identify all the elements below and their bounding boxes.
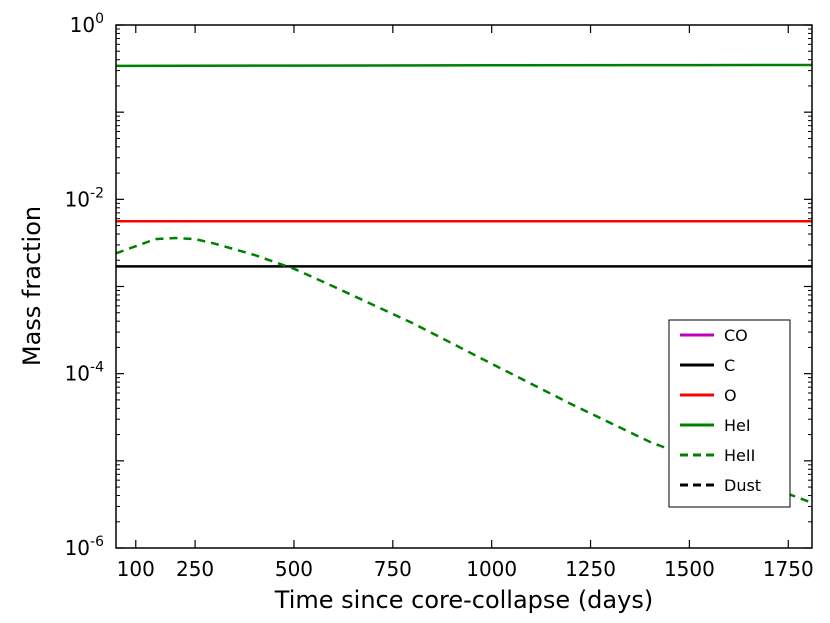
x-axis-label: Time since core-collapse (days) [274, 586, 653, 614]
x-tick-label: 1500 [664, 557, 715, 581]
y-tick-label: 100 [70, 11, 104, 37]
x-tick-label: 750 [374, 557, 412, 581]
x-tick-label: 1250 [565, 557, 616, 581]
series-layer [115, 63, 813, 504]
legend-label-c: C [724, 356, 735, 375]
x-tick-label: 1750 [763, 557, 814, 581]
legend-label-heii: HeII [724, 446, 755, 465]
x-tick-label: 1000 [466, 557, 517, 581]
series-line-heii [115, 236, 813, 504]
x-tick-label: 500 [275, 557, 313, 581]
x-tick-label: 250 [176, 557, 214, 581]
legend: CO CO HeI HeII Dust [668, 319, 791, 508]
legend-box [668, 319, 791, 508]
y-tick-label: 10-6 [65, 534, 105, 560]
legend-label-dust: Dust [724, 476, 761, 495]
x-tick-label: 100 [117, 557, 155, 581]
series-line-hei [115, 63, 813, 68]
y-ticks: 100 10-2 10-4 10-6 [65, 11, 812, 560]
y-tick-label: 10-4 [65, 360, 105, 386]
x-ticks: 100 250 500 750 1000 1250 1500 1750 [117, 25, 814, 581]
legend-label-co: CO [724, 326, 748, 345]
y-axis-label: Mass fraction [18, 206, 46, 366]
legend-label-hei: HeI [724, 416, 751, 435]
y-tick-label: 10-2 [65, 185, 104, 211]
legend-label-o: O [724, 386, 737, 405]
